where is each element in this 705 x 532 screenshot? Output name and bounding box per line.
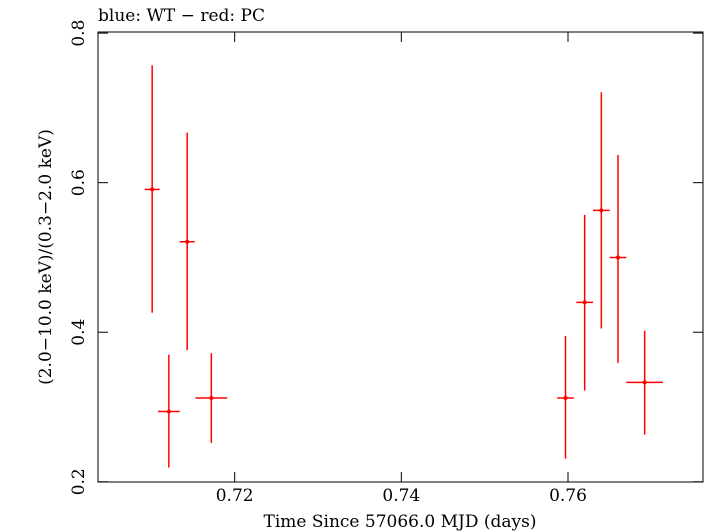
y-tick-label: 0.2 [69, 468, 89, 495]
data-point [626, 330, 663, 435]
point-marker [185, 239, 190, 244]
x-axis-label: Time Since 57066.0 MJD (days) [264, 512, 537, 532]
y-tick-label: 0.8 [69, 20, 89, 47]
point-marker [563, 396, 568, 401]
point-marker [166, 409, 171, 414]
x-tick-label: 0.74 [382, 486, 420, 506]
x-tick-label: 0.72 [216, 486, 254, 506]
data-point [576, 214, 593, 391]
y-tick-label: 0.6 [69, 169, 89, 196]
point-marker [642, 380, 647, 385]
plot-frame [97, 31, 704, 483]
y-axis-label: (2.0−10.0 keV)/(0.3−2.0 keV) [36, 129, 56, 385]
point-marker [599, 208, 604, 213]
point-marker [582, 300, 587, 305]
data-points [144, 65, 663, 468]
data-point [609, 155, 627, 363]
point-marker [616, 255, 620, 260]
y-tick-label: 0.4 [69, 319, 89, 346]
data-point [179, 132, 195, 351]
point-marker [150, 187, 155, 192]
data-point [557, 335, 574, 459]
data-point [144, 65, 160, 313]
axis-ticks: 0.72 0.74 0.76 0.2 0.4 0.6 0.8 [69, 20, 703, 506]
data-point [195, 353, 228, 443]
chart-title: blue: WT − red: PC [98, 6, 265, 26]
point-marker [209, 396, 214, 401]
data-point [593, 92, 610, 329]
x-tick-label: 0.76 [549, 486, 587, 506]
data-point [158, 354, 180, 468]
